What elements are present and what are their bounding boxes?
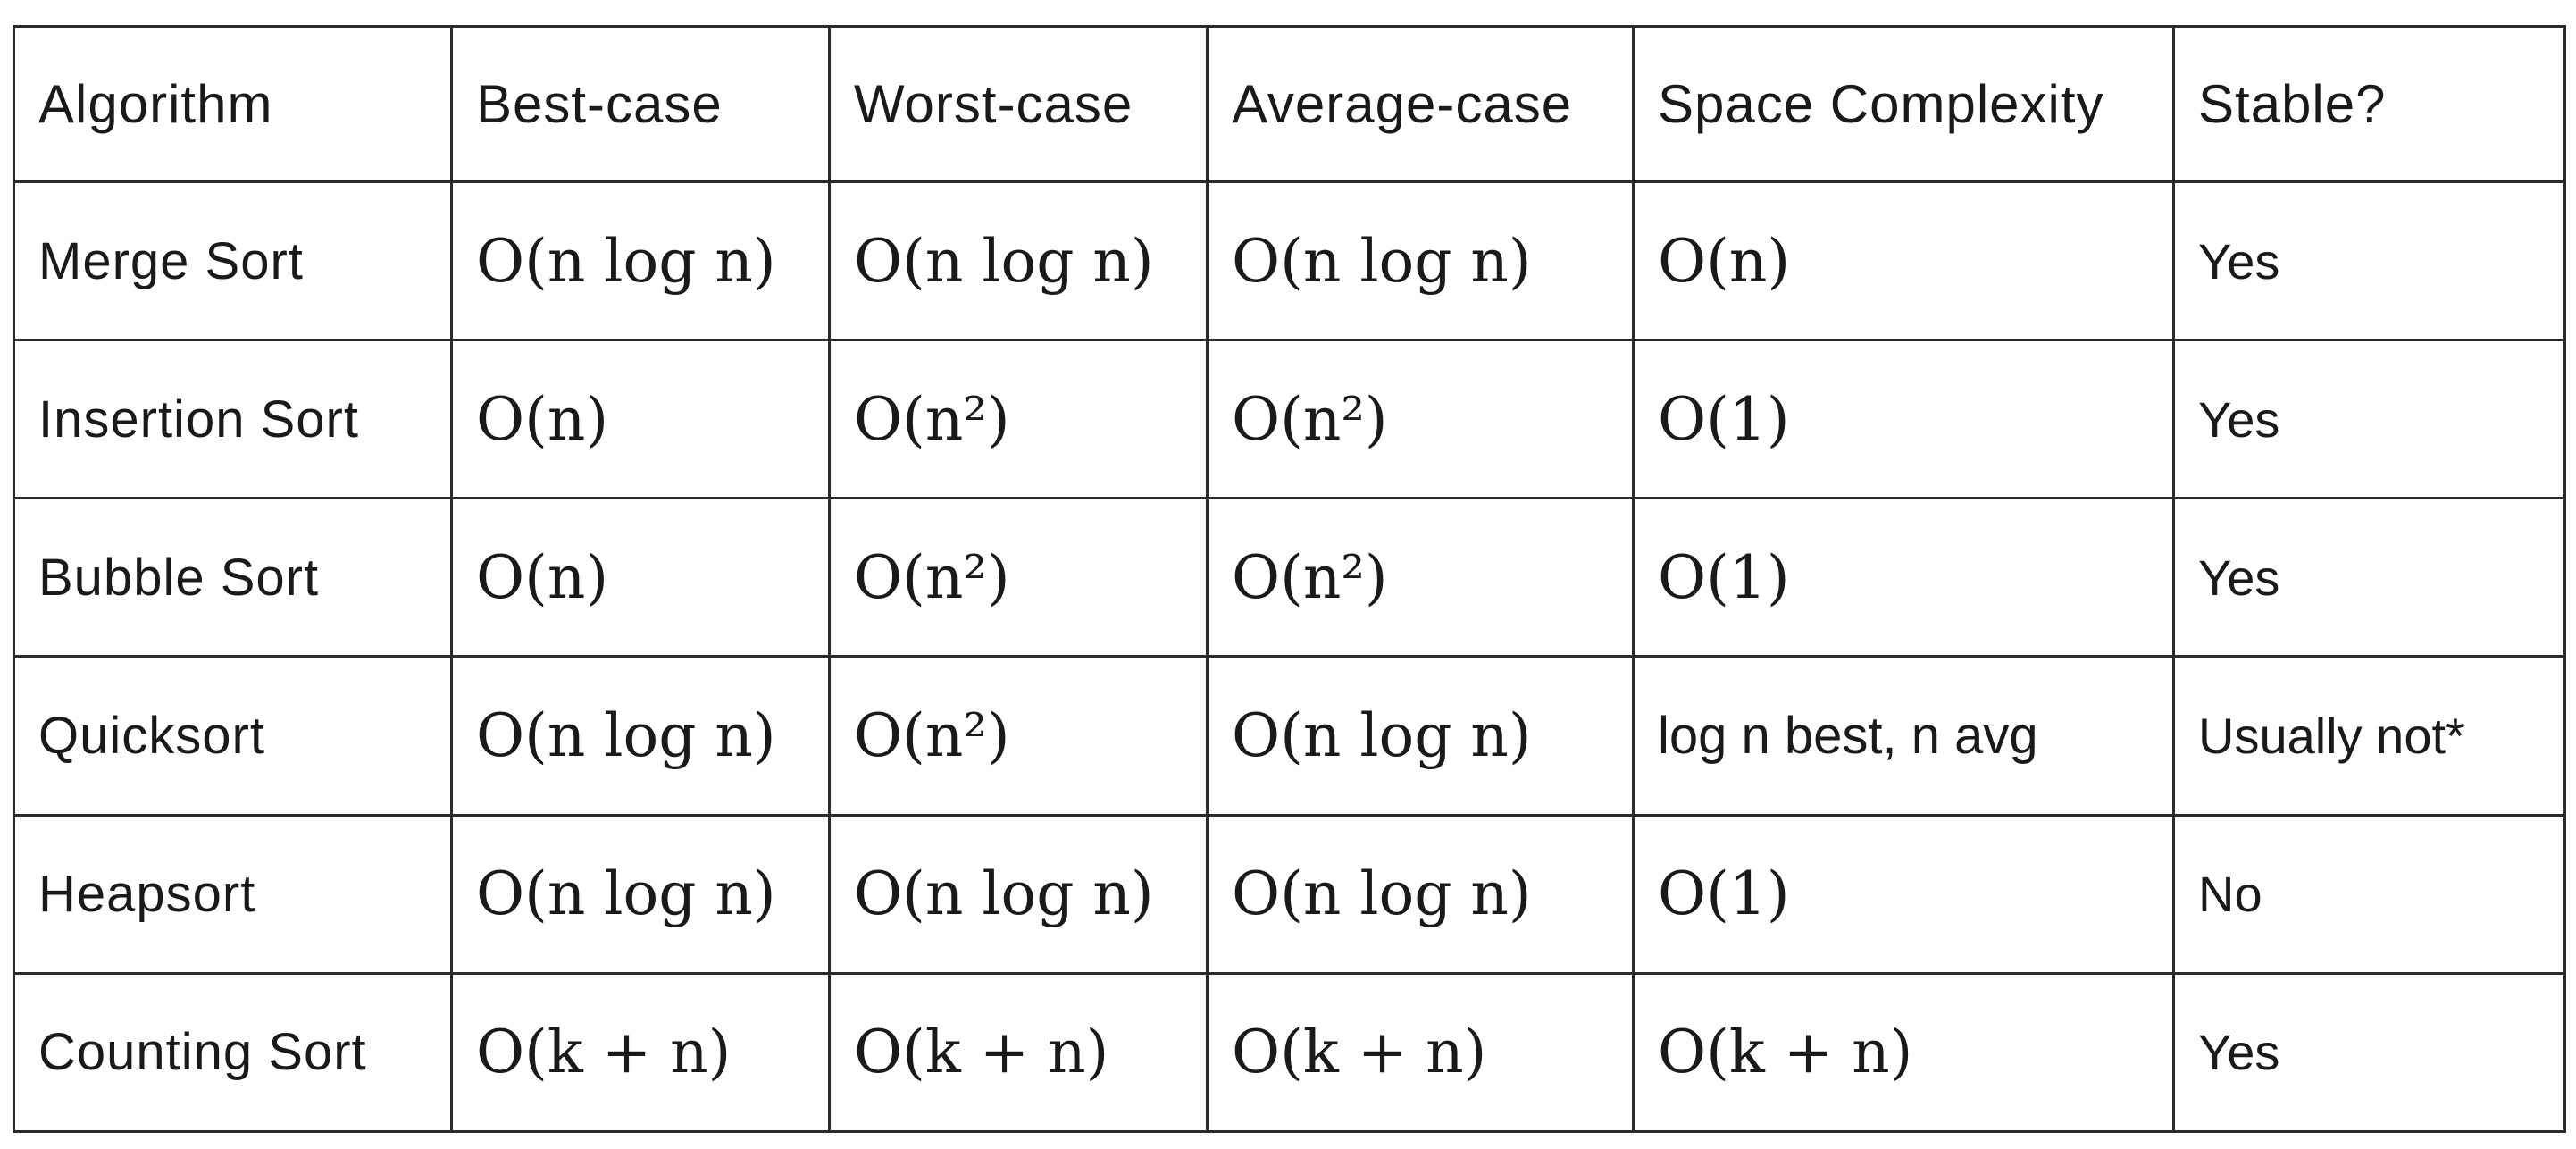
- algorithm-link[interactable]: Heapsort: [13, 813, 453, 975]
- stable-cell: Yes: [2172, 971, 2566, 1134]
- algorithm-link[interactable]: Bubble Sort: [13, 497, 453, 658]
- table-row: Quicksort O(n log n) O(n²) O(n log n) lo…: [13, 655, 2566, 817]
- worst-case-cell: O(n²): [828, 497, 1209, 658]
- stable-cell: Yes: [2172, 497, 2566, 658]
- space-complexity-cell: O(1): [1632, 497, 2175, 658]
- table-row: Heapsort O(n log n) O(n log n) O(n log n…: [13, 813, 2566, 975]
- best-case-cell: O(n log n): [450, 180, 831, 342]
- space-complexity-cell: O(1): [1632, 339, 2175, 500]
- best-case-cell: O(n log n): [450, 655, 831, 817]
- worst-case-cell: O(n²): [828, 655, 1209, 817]
- table-row: Bubble Sort O(n) O(n²) O(n²) O(1) Yes: [13, 497, 2566, 658]
- stable-cell: No: [2172, 813, 2566, 975]
- header-best-case: Best-case: [450, 25, 831, 183]
- average-case-cell: O(n log n): [1206, 813, 1635, 975]
- worst-case-cell: O(n log n): [828, 813, 1209, 975]
- algorithm-link[interactable]: Counting Sort: [13, 971, 453, 1134]
- space-complexity-cell: O(k + n): [1632, 971, 2175, 1134]
- average-case-cell: O(n²): [1206, 497, 1635, 658]
- header-row: Algorithm Best-case Worst-case Average-c…: [13, 25, 2566, 183]
- table-row: Merge Sort O(n log n) O(n log n) O(n log…: [13, 180, 2566, 342]
- stable-cell: Yes: [2172, 339, 2566, 500]
- header-algorithm: Algorithm: [13, 25, 453, 183]
- header-stable: Stable?: [2172, 25, 2566, 183]
- space-complexity-cell: log n best, n avg: [1632, 655, 2175, 817]
- best-case-cell: O(n): [450, 339, 831, 500]
- header-average-case: Average-case: [1206, 25, 1635, 183]
- header-worst-case: Worst-case: [828, 25, 1209, 183]
- algorithm-link[interactable]: Insertion Sort: [13, 339, 453, 500]
- average-case-cell: O(n log n): [1206, 180, 1635, 342]
- best-case-cell: O(n log n): [450, 813, 831, 975]
- worst-case-cell: O(n²): [828, 339, 1209, 500]
- worst-case-cell: O(n log n): [828, 180, 1209, 342]
- average-case-cell: O(n²): [1206, 339, 1635, 500]
- space-complexity-cell: O(1): [1632, 813, 2175, 975]
- table-row: Insertion Sort O(n) O(n²) O(n²) O(1) Yes: [13, 339, 2566, 500]
- header-space-complexity: Space Complexity: [1632, 25, 2175, 183]
- space-complexity-cell: O(n): [1632, 180, 2175, 342]
- average-case-cell: O(n log n): [1206, 655, 1635, 817]
- worst-case-cell: O(k + n): [828, 971, 1209, 1134]
- algorithm-link[interactable]: Merge Sort: [13, 180, 453, 342]
- best-case-cell: O(k + n): [450, 971, 831, 1134]
- stable-cell: Yes: [2172, 180, 2566, 342]
- table-row: Counting Sort O(k + n) O(k + n) O(k + n)…: [13, 971, 2566, 1134]
- best-case-cell: O(n): [450, 497, 831, 658]
- stable-cell: Usually not*: [2172, 655, 2566, 817]
- sorting-complexity-table: Algorithm Best-case Worst-case Average-c…: [13, 25, 2566, 1134]
- algorithm-link[interactable]: Quicksort: [13, 655, 453, 817]
- average-case-cell: O(k + n): [1206, 971, 1635, 1134]
